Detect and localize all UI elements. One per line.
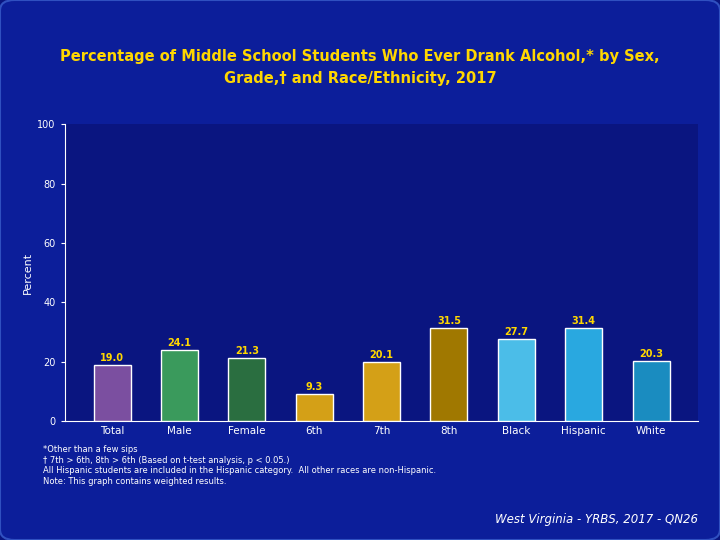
Text: 20.3: 20.3: [639, 349, 663, 359]
Bar: [228, 358, 266, 421]
Text: Grade,† and Race/Ethnicity, 2017: Grade,† and Race/Ethnicity, 2017: [224, 71, 496, 86]
Text: Percentage of Middle School Students Who Ever Drank Alcohol,* by Sex,: Percentage of Middle School Students Who…: [60, 49, 660, 64]
Text: 24.1: 24.1: [168, 338, 192, 348]
Bar: [431, 328, 467, 421]
Bar: [363, 361, 400, 421]
Bar: [565, 328, 602, 421]
Bar: [161, 349, 198, 421]
Text: 21.3: 21.3: [235, 346, 259, 356]
Text: 19.0: 19.0: [100, 353, 124, 363]
Text: 31.5: 31.5: [437, 316, 461, 326]
Bar: [498, 339, 535, 421]
Text: West Virginia - YRBS, 2017 - QN26: West Virginia - YRBS, 2017 - QN26: [495, 514, 698, 526]
Y-axis label: Percent: Percent: [23, 252, 33, 294]
Text: 20.1: 20.1: [369, 350, 394, 360]
Bar: [296, 394, 333, 421]
Text: 31.4: 31.4: [572, 316, 595, 326]
Bar: [94, 365, 130, 421]
Bar: [633, 361, 670, 421]
Text: 9.3: 9.3: [305, 382, 323, 392]
Text: 27.7: 27.7: [504, 327, 528, 337]
Text: *Other than a few sips
† 7th > 6th, 8th > 6th (Based on t-test analysis, p < 0.0: *Other than a few sips † 7th > 6th, 8th …: [43, 446, 436, 485]
